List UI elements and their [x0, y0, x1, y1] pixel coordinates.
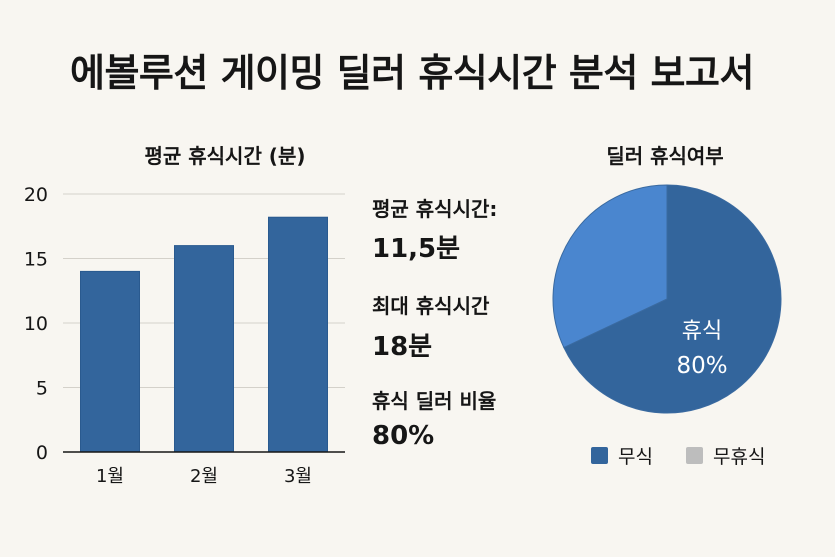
- y-tick-label: 15: [24, 249, 48, 271]
- pie-slice: [552, 184, 668, 349]
- stat-avg-label: 평균 휴식시간:: [372, 197, 498, 221]
- x-tick-label: 2월: [190, 466, 218, 487]
- legend-swatch-1: [686, 447, 703, 464]
- pie-slice-label: 휴식: [682, 319, 722, 344]
- legend-swatch-0: [591, 447, 608, 464]
- y-tick-label: 0: [36, 442, 48, 464]
- y-tick-label: 20: [24, 184, 48, 206]
- report-title: 에볼루션 게이밍 딜러 휴식시간 분석 보고서: [70, 51, 754, 95]
- stat-avg-value: 11,5분: [372, 234, 461, 264]
- bar: [268, 216, 328, 453]
- stat-ratio-label: 휴식 딜러 비율: [372, 389, 497, 413]
- stat-ratio-value: 80%: [372, 421, 435, 451]
- stat-max-value: 18분: [372, 332, 433, 362]
- pie-slice-percent: 80%: [676, 353, 727, 379]
- pie-chart: 휴식 80%: [552, 184, 782, 414]
- stat-max-label: 최대 휴식시간: [372, 294, 490, 318]
- y-tick-label: 10: [24, 313, 48, 335]
- y-tick-label: 5: [36, 378, 48, 400]
- x-tick-label: 1월: [96, 466, 124, 487]
- bar: [174, 245, 234, 453]
- bar-chart: 0 5 10 15 20 1월 2월 3월: [24, 184, 345, 487]
- x-tick-label: 3월: [284, 466, 312, 487]
- pie-slice: [563, 184, 782, 414]
- legend-label-0: 무식: [618, 446, 653, 468]
- pie-chart-title: 딜러 휴식여부: [606, 144, 724, 168]
- bar: [80, 270, 140, 453]
- legend-label-1: 무휴식: [713, 446, 766, 468]
- bar-chart-title: 평균 휴식시간 (분): [144, 144, 306, 168]
